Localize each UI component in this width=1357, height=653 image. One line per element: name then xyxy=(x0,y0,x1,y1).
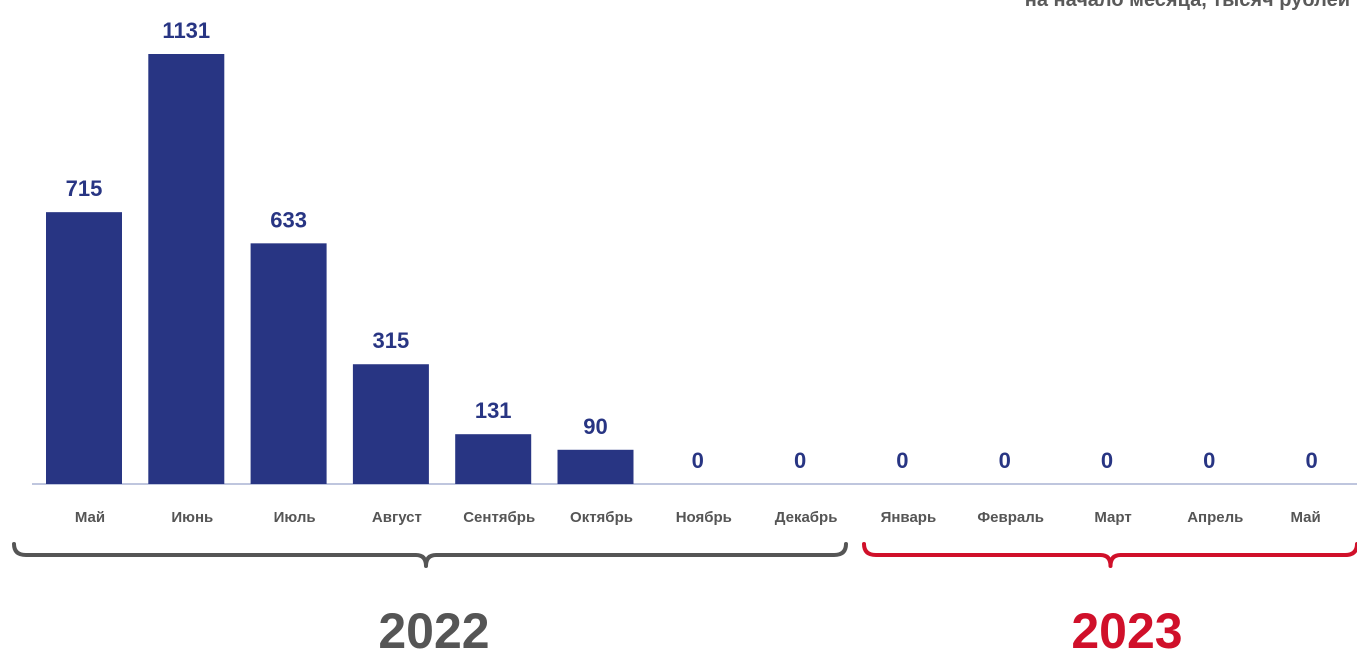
x-tick-label: Февраль xyxy=(977,509,1044,526)
bar xyxy=(455,434,532,484)
bar-value-label: 0 xyxy=(1305,448,1317,473)
x-tick-label: Март xyxy=(1094,509,1131,526)
bar-value-label: 0 xyxy=(1203,448,1215,473)
bar xyxy=(46,212,122,484)
year-brace xyxy=(862,542,1357,568)
x-tick-label: Ноябрь xyxy=(676,509,732,526)
chart-subtitle: на начало месяца, тысяч рублей xyxy=(1025,0,1350,11)
bar-value-label: 0 xyxy=(692,448,704,473)
x-tick-label: Август xyxy=(372,509,422,526)
bar-value-label: 315 xyxy=(373,328,410,353)
x-tick-label: Май xyxy=(75,509,105,526)
x-tick-label: Октябрь xyxy=(570,509,633,526)
bar-value-label: 0 xyxy=(1101,448,1113,473)
x-tick-label: Декабрь xyxy=(775,509,838,526)
x-tick-label: Июнь xyxy=(171,509,213,526)
year-brace xyxy=(12,542,848,568)
bar xyxy=(148,54,225,484)
x-tick-label: Сентябрь xyxy=(463,509,535,526)
bar-value-label: 0 xyxy=(794,448,806,473)
tick-labels-layer: Май Июнь Июль Август Сентябрь Октябрь Ноябрь Де… xyxy=(75,509,1321,526)
value-labels-layer: 715 1131 633 315 131 90 0 0 0 0 0 0 0 xyxy=(66,18,1318,473)
bar-value-label: 131 xyxy=(475,398,512,423)
year-label: 2023 xyxy=(1071,603,1182,653)
x-tick-label: Апрель xyxy=(1187,509,1243,526)
bar-value-label: 90 xyxy=(583,414,607,439)
bar-value-label: 0 xyxy=(896,448,908,473)
x-tick-label: Май xyxy=(1290,509,1320,526)
bars-layer xyxy=(46,54,634,484)
bar xyxy=(250,243,327,484)
year-label: 2022 xyxy=(378,603,489,653)
bar xyxy=(352,364,429,484)
bar-value-label: 0 xyxy=(999,448,1011,473)
bar-value-label: 715 xyxy=(66,176,103,201)
bar xyxy=(557,449,634,484)
x-tick-label: Январь xyxy=(881,509,937,526)
bar-value-label: 633 xyxy=(270,207,307,232)
year-groups-layer: 2022 2023 xyxy=(12,542,1357,653)
bar-value-label: 1131 xyxy=(162,18,210,43)
x-tick-label: Июль xyxy=(274,509,316,526)
